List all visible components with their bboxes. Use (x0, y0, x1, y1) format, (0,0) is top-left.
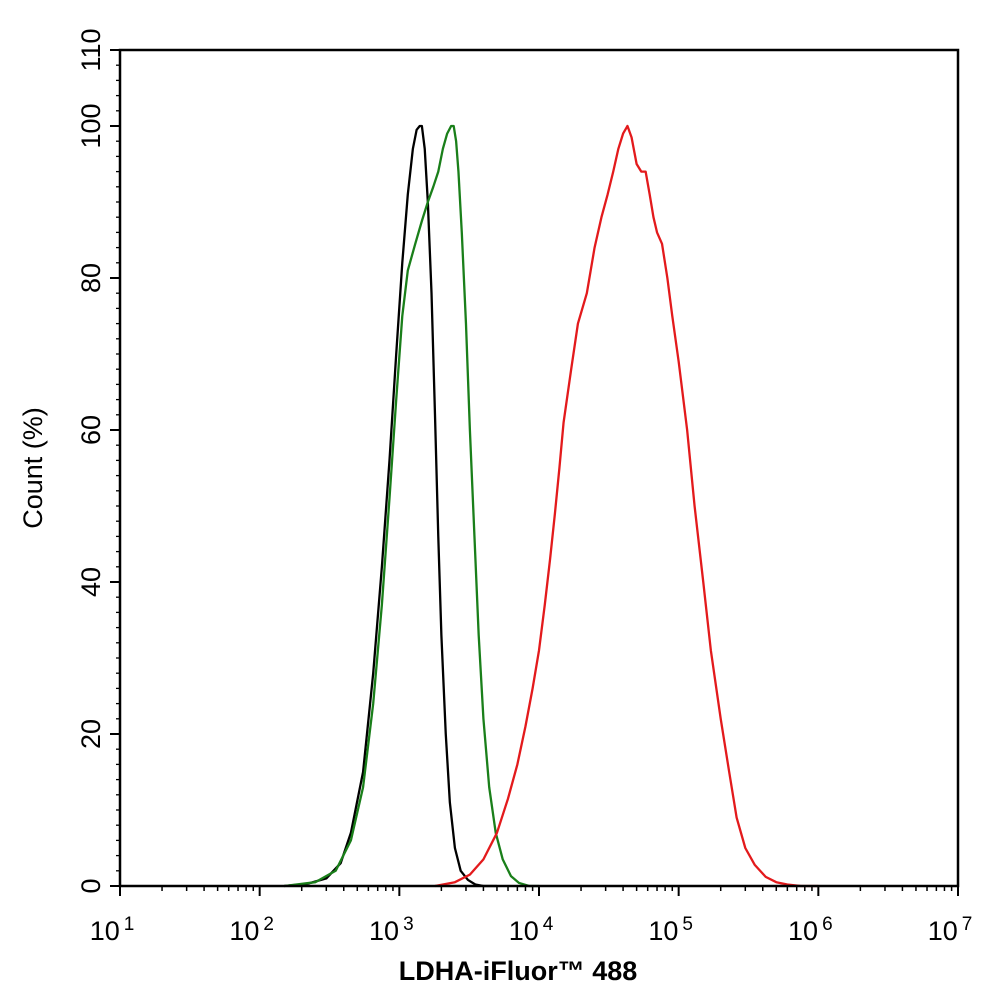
y-tick-label: 0 (76, 878, 106, 893)
y-tick-label: 80 (76, 263, 106, 293)
series-line-1 (284, 124, 497, 888)
plot-area (284, 124, 819, 888)
y-axis-label: Count (%) (18, 407, 48, 529)
y-tick-label: 40 (76, 567, 106, 597)
axis-ticks: 10 1 10 2 10 3 10 4 10 5 10 6 10 7 0 20 40 60 80 100 110 (76, 28, 972, 946)
series-line-2 (284, 124, 539, 888)
x-tick-label: 10 6 (788, 914, 833, 946)
x-tick-label: 10 7 (928, 914, 973, 946)
y-tick-label: 20 (76, 719, 106, 749)
x-axis-label: LDHA-iFluor™ 488 (399, 956, 638, 986)
y-tick-label: 110 (76, 28, 106, 71)
plot-frame (118, 48, 960, 888)
x-tick-label: 10 4 (509, 914, 554, 946)
y-tick-label: 60 (76, 415, 106, 445)
x-tick-label: 10 5 (648, 914, 693, 946)
x-tick-label: 10 3 (369, 914, 414, 946)
y-tick-label: 100 (76, 103, 106, 148)
x-tick-label: 10 2 (229, 914, 274, 946)
x-tick-label: 10 1 (90, 914, 135, 946)
series-line-3 (434, 124, 819, 888)
